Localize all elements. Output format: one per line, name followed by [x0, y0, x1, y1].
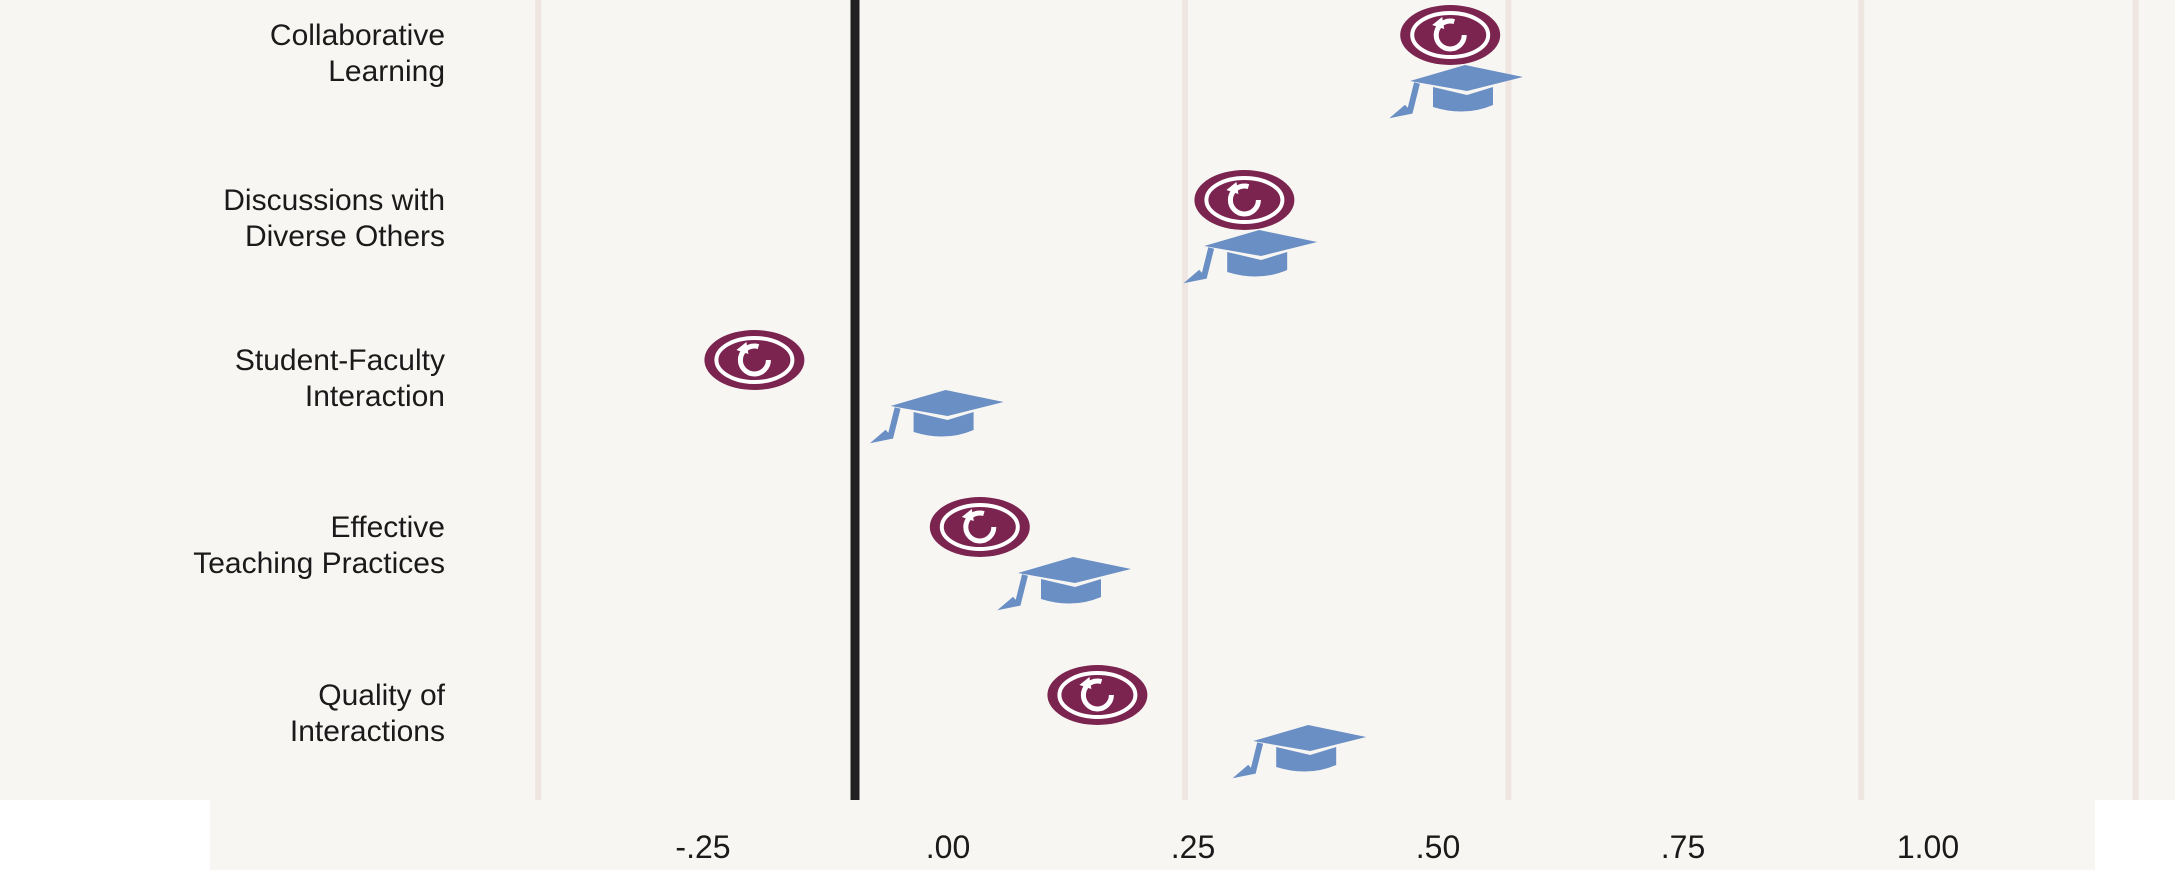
x-tick-label: .50 [1416, 829, 1460, 865]
category-label-line: Learning [328, 55, 445, 88]
category-label-line: Collaborative [270, 19, 445, 52]
category-label: Quality of Interactions [290, 679, 446, 748]
graduation-cap-icon [1183, 230, 1318, 284]
graduation-cap-icon [1389, 65, 1523, 119]
category-label-line: Teaching Practices [193, 547, 445, 580]
x-tick-label: -.25 [675, 829, 730, 865]
category-label-line: Interactions [290, 715, 445, 748]
x-tick-label: .00 [926, 829, 970, 865]
circular-arrow-icon [1400, 5, 1501, 65]
circular-arrow-icon [1047, 665, 1148, 725]
category-label: Collaborative Learning [270, 19, 445, 88]
category-labels: Collaborative Learning Discussions with Div… [193, 19, 445, 748]
graduation-cap-icon [997, 557, 1131, 611]
category-label-line: Interaction [305, 380, 445, 413]
category-label-line: Diverse Others [245, 220, 445, 253]
x-tick-labels: -.25 .00 .25 .50 .75 1.00 [675, 829, 1959, 865]
graduation-cap-icon [1232, 725, 1367, 779]
category-label-line: Discussions with [223, 184, 445, 217]
category-label: Effective Teaching Practices [193, 511, 445, 580]
category-label-line: Effective [330, 511, 445, 544]
x-tick-label: .75 [1661, 829, 1705, 865]
gridlines [535, 0, 2139, 800]
circular-arrow-icon [1194, 170, 1295, 230]
x-tick-label: 1.00 [1897, 829, 1959, 865]
category-label-line: Quality of [318, 679, 445, 712]
category-label: Discussions with Diverse Others [223, 184, 445, 253]
category-label: Student-Faculty Interaction [235, 344, 445, 413]
data-markers [704, 5, 1523, 779]
graduation-cap-icon [869, 390, 1004, 444]
x-tick-label: .25 [1171, 829, 1215, 865]
circular-arrow-icon [704, 330, 805, 390]
axis-strip [210, 800, 2095, 870]
category-label-line: Student-Faculty [235, 344, 445, 377]
circular-arrow-icon [929, 497, 1030, 557]
